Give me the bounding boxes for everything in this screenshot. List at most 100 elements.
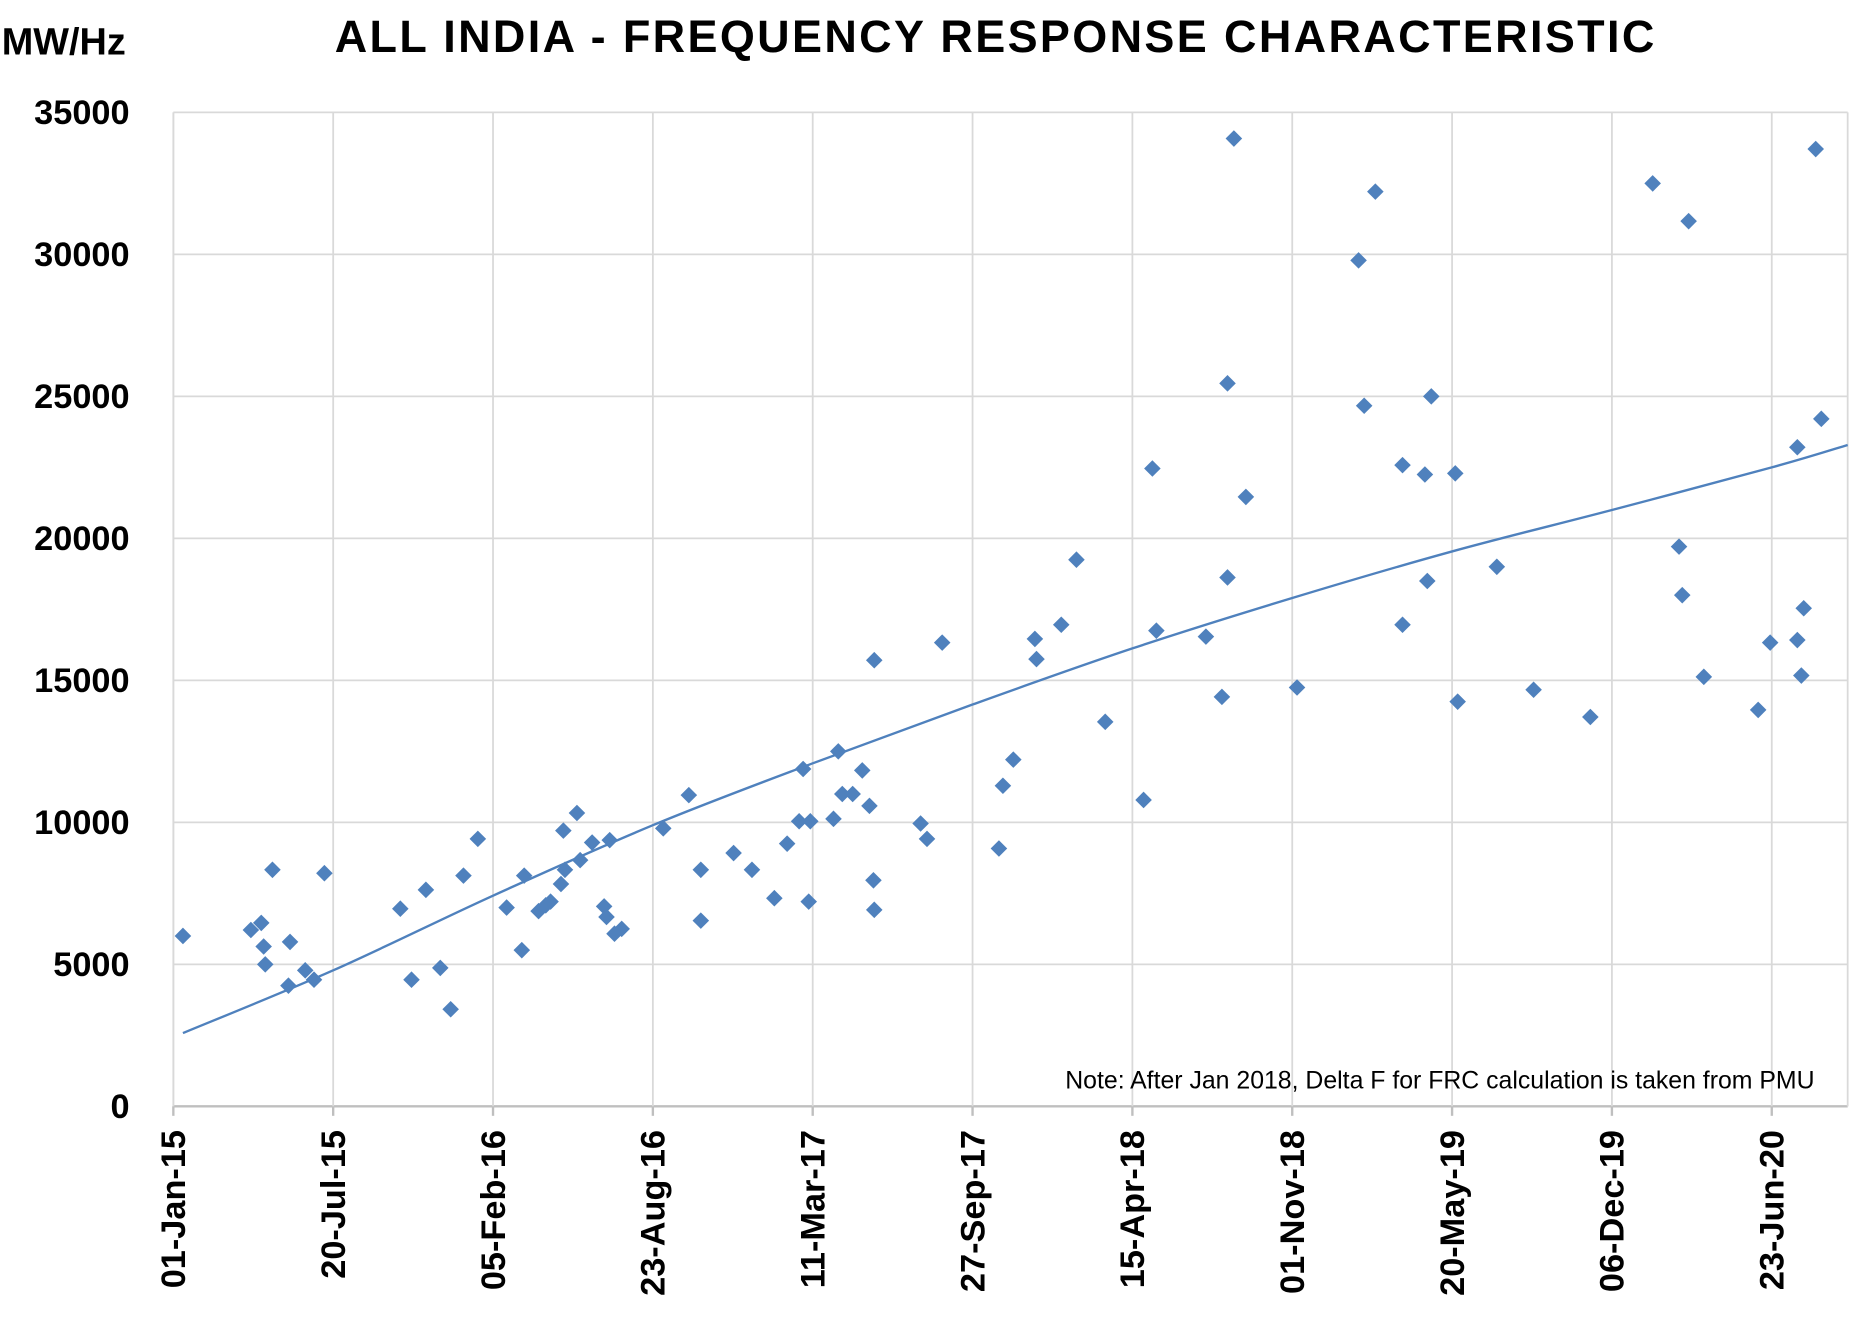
data-point-marker (1028, 650, 1045, 668)
x-tick-labels: 01-Jan-15 20-Jul-15 05-Feb-16 23-Aug-16 11-M… (155, 1130, 1791, 1296)
x-tick-label: 01-Nov-18 (1274, 1130, 1312, 1294)
data-point-marker (1525, 681, 1542, 699)
data-point-marker (316, 864, 333, 882)
trendline-path (182, 443, 1849, 1035)
data-point-marker (912, 815, 929, 832)
data-point-marker (1355, 397, 1373, 415)
data-point-marker (680, 786, 698, 804)
data-point-marker (1219, 569, 1236, 586)
data-point-marker (1367, 183, 1384, 200)
data-point-marker (542, 893, 559, 910)
data-point-marker (790, 812, 808, 830)
data-point-marker (1394, 616, 1411, 634)
data-point-marker (1813, 410, 1830, 428)
data-point-marker (990, 840, 1008, 857)
note-annotation: Note: After Jan 2018, Delta F for FRC ca… (1065, 1068, 1814, 1095)
data-point-marker (994, 777, 1012, 795)
data-point-marker (1680, 212, 1697, 230)
gridlines (172, 111, 1849, 1116)
data-point-marker (296, 962, 314, 979)
data-point-marker (1793, 667, 1810, 684)
data-point-marker (1446, 465, 1464, 482)
y-tick-label: 30000 (34, 236, 129, 274)
y-tick-label: 25000 (34, 378, 129, 416)
data-point-marker (1219, 375, 1236, 392)
data-point-marker (392, 900, 409, 917)
x-tick-label: 05-Feb-16 (475, 1130, 513, 1290)
data-point-marker (1197, 628, 1215, 645)
data-point-marker (1695, 668, 1713, 686)
data-point-marker (1795, 599, 1813, 617)
data-point-marker (174, 927, 192, 945)
data-point-marker (1644, 175, 1661, 192)
data-point-marker (1148, 622, 1165, 639)
data-point-marker (725, 844, 742, 862)
data-point-marker (844, 785, 861, 803)
data-point-marker (1423, 388, 1440, 405)
data-point-marker (513, 941, 531, 959)
data-point-marker (1749, 701, 1767, 719)
data-point-marker (555, 822, 572, 839)
data-point-marker (830, 743, 847, 760)
data-point-marker (1761, 634, 1779, 651)
data-point-marker (1789, 631, 1806, 649)
data-point-marker (1026, 630, 1044, 648)
data-point-marker (280, 977, 297, 994)
data-point-marker (568, 804, 586, 822)
data-point-marker (692, 861, 710, 879)
data-point-marker (1052, 616, 1070, 634)
data-point-marker (442, 1000, 459, 1018)
data-point-marker (403, 971, 420, 988)
data-point-marker (1144, 460, 1161, 477)
data-point-marker (933, 634, 951, 651)
data-point-marker (853, 762, 871, 779)
data-point-marker (692, 912, 710, 929)
data-point-marker (305, 971, 323, 988)
data-point-marker (571, 851, 589, 869)
x-tick-label: 23-Aug-16 (635, 1130, 673, 1296)
data-point-marker (498, 899, 515, 916)
data-point-marker (556, 861, 574, 879)
x-tick-label: 20-Jul-15 (315, 1130, 353, 1279)
data-point-marker (455, 867, 472, 884)
data-point-marker (1394, 456, 1411, 474)
data-point-marker (1237, 488, 1255, 506)
x-tick-label: 11-Mar-17 (795, 1130, 833, 1288)
x-tick-label: 06-Dec-19 (1594, 1130, 1632, 1292)
data-point-marker (825, 810, 842, 828)
data-point-marker (255, 938, 272, 955)
data-point-marker (1670, 538, 1688, 555)
data-point-marker (256, 956, 274, 973)
y-tick-label: 35000 (34, 94, 129, 132)
y-axis-label: MW/Hz (2, 21, 126, 63)
data-point-marker (417, 881, 435, 899)
data-point-marker (1419, 572, 1436, 590)
data-point-marker (1225, 130, 1243, 147)
data-point-marker (766, 889, 783, 907)
y-tick-label: 15000 (34, 662, 129, 700)
data-point-marker (1096, 713, 1114, 731)
data-point-marker (613, 920, 630, 938)
data-point-marker (515, 867, 533, 884)
data-point-marker (552, 875, 570, 893)
data-point-marker (833, 785, 851, 803)
data-point-marker (865, 872, 882, 889)
y-tick-labels: 0 5000 10000 15000 20000 25000 30000 35000 (34, 94, 129, 1126)
x-tick-label: 27-Sep-17 (954, 1130, 992, 1292)
data-point-marker (654, 820, 672, 837)
data-point-marker (865, 901, 883, 919)
y-tick-label: 0 (110, 1088, 129, 1126)
data-point-marker (802, 812, 819, 830)
data-point-marker (778, 835, 796, 852)
chart-title: ALL INDIA - FREQUENCY RESPONSE CHARACTER… (335, 11, 1657, 62)
x-tick-label: 20-May-19 (1434, 1130, 1472, 1296)
data-point-marker (865, 651, 883, 669)
data-point-marker (1005, 751, 1022, 768)
data-point-marker (1213, 688, 1231, 706)
data-points (174, 130, 1830, 1018)
data-point-marker (1789, 438, 1806, 456)
data-point-marker (281, 933, 299, 951)
data-point-marker (242, 921, 260, 939)
data-point-marker (431, 959, 449, 977)
